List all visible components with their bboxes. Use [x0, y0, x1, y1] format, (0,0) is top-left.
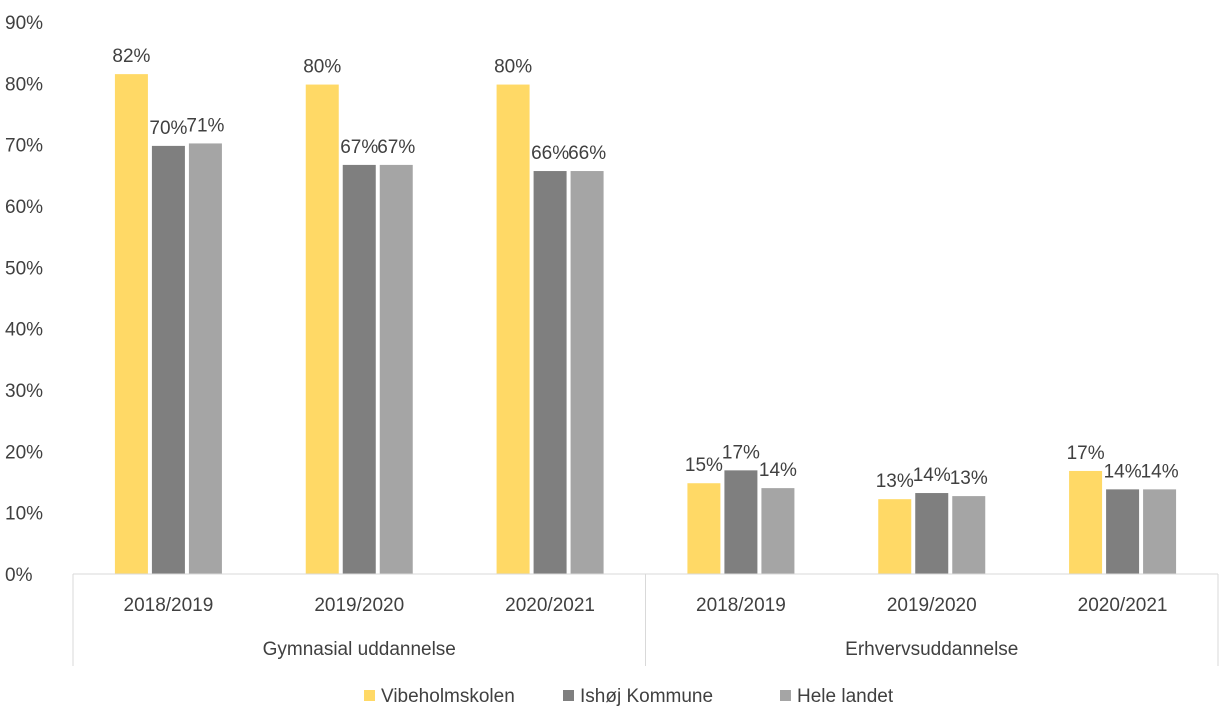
- bar: [188, 143, 222, 574]
- data-label: 14%: [1141, 461, 1179, 482]
- data-label: 14%: [1104, 461, 1142, 482]
- data-label: 67%: [340, 137, 378, 158]
- x-axis: 2018/2019 2019/2020 2020/2021 2018/2019 2019…: [72, 573, 1219, 666]
- bars: [114, 74, 1177, 575]
- data-label: 67%: [377, 137, 415, 158]
- y-tick-label: 80%: [5, 74, 43, 95]
- bar: [878, 499, 912, 574]
- legend-label: Hele landet: [797, 686, 894, 707]
- data-label: 71%: [186, 115, 224, 136]
- data-label: 14%: [913, 465, 951, 486]
- y-tick-label: 0%: [5, 565, 33, 586]
- x-tick-label: 2018/2019: [696, 595, 786, 616]
- legend-label: Ishøj Kommune: [580, 686, 713, 707]
- data-label: 66%: [568, 143, 606, 164]
- legend-label: Vibeholmskolen: [381, 686, 515, 707]
- data-label: 17%: [722, 442, 760, 463]
- group-label: Gymnasial uddannelse: [263, 639, 456, 660]
- bar: [379, 164, 413, 574]
- bar: [687, 483, 721, 574]
- legend-swatch: [780, 690, 791, 701]
- bar: [952, 496, 986, 574]
- y-tick-label: 40%: [5, 320, 43, 341]
- bar: [1143, 489, 1177, 574]
- bar: [570, 171, 604, 575]
- data-labels: 82% 80% 80%15%13%17%70%67% 66%17%14% 14%71%6…: [112, 46, 1178, 492]
- bar: [533, 171, 567, 575]
- bar: [342, 164, 376, 574]
- group-label: Erhvervsuddannelse: [845, 639, 1018, 660]
- legend-swatch: [364, 690, 375, 701]
- data-label: 80%: [494, 57, 532, 78]
- x-tick-label: 2020/2021: [505, 595, 595, 616]
- data-label: 82%: [112, 46, 150, 67]
- y-tick-label: 60%: [5, 197, 43, 218]
- bar: [1106, 489, 1140, 574]
- data-label: 70%: [149, 118, 187, 139]
- data-label: 14%: [759, 460, 797, 481]
- data-label: 13%: [876, 471, 914, 492]
- legend: Vibeholmskolen Ishøj Kommune Hele landet: [364, 686, 894, 707]
- bar: [1069, 470, 1103, 574]
- y-tick-label: 90%: [5, 13, 43, 34]
- x-tick-label: 2019/2020: [314, 595, 404, 616]
- y-tick-label: 30%: [5, 381, 43, 402]
- y-tick-label: 70%: [5, 136, 43, 157]
- data-label: 13%: [950, 468, 988, 489]
- y-tick-label: 20%: [5, 442, 43, 463]
- data-label: 80%: [303, 57, 341, 78]
- bar: [724, 470, 758, 574]
- data-label: 66%: [531, 143, 569, 164]
- bar: [151, 145, 185, 575]
- x-tick-label: 2019/2020: [887, 595, 977, 616]
- bar: [305, 84, 339, 574]
- bar: [915, 493, 949, 574]
- data-label: 17%: [1067, 443, 1105, 464]
- bar: [114, 74, 148, 574]
- data-label: 15%: [685, 455, 723, 476]
- legend-swatch: [563, 690, 574, 701]
- bar: [761, 488, 795, 574]
- bar: [496, 84, 530, 574]
- y-axis: 0% 10% 20% 30% 40% 50% 60% 70% 80% 90%: [5, 13, 43, 586]
- y-tick-label: 50%: [5, 258, 43, 279]
- y-tick-label: 10%: [5, 504, 43, 525]
- x-tick-label: 2020/2021: [1078, 595, 1168, 616]
- x-tick-label: 2018/2019: [124, 595, 214, 616]
